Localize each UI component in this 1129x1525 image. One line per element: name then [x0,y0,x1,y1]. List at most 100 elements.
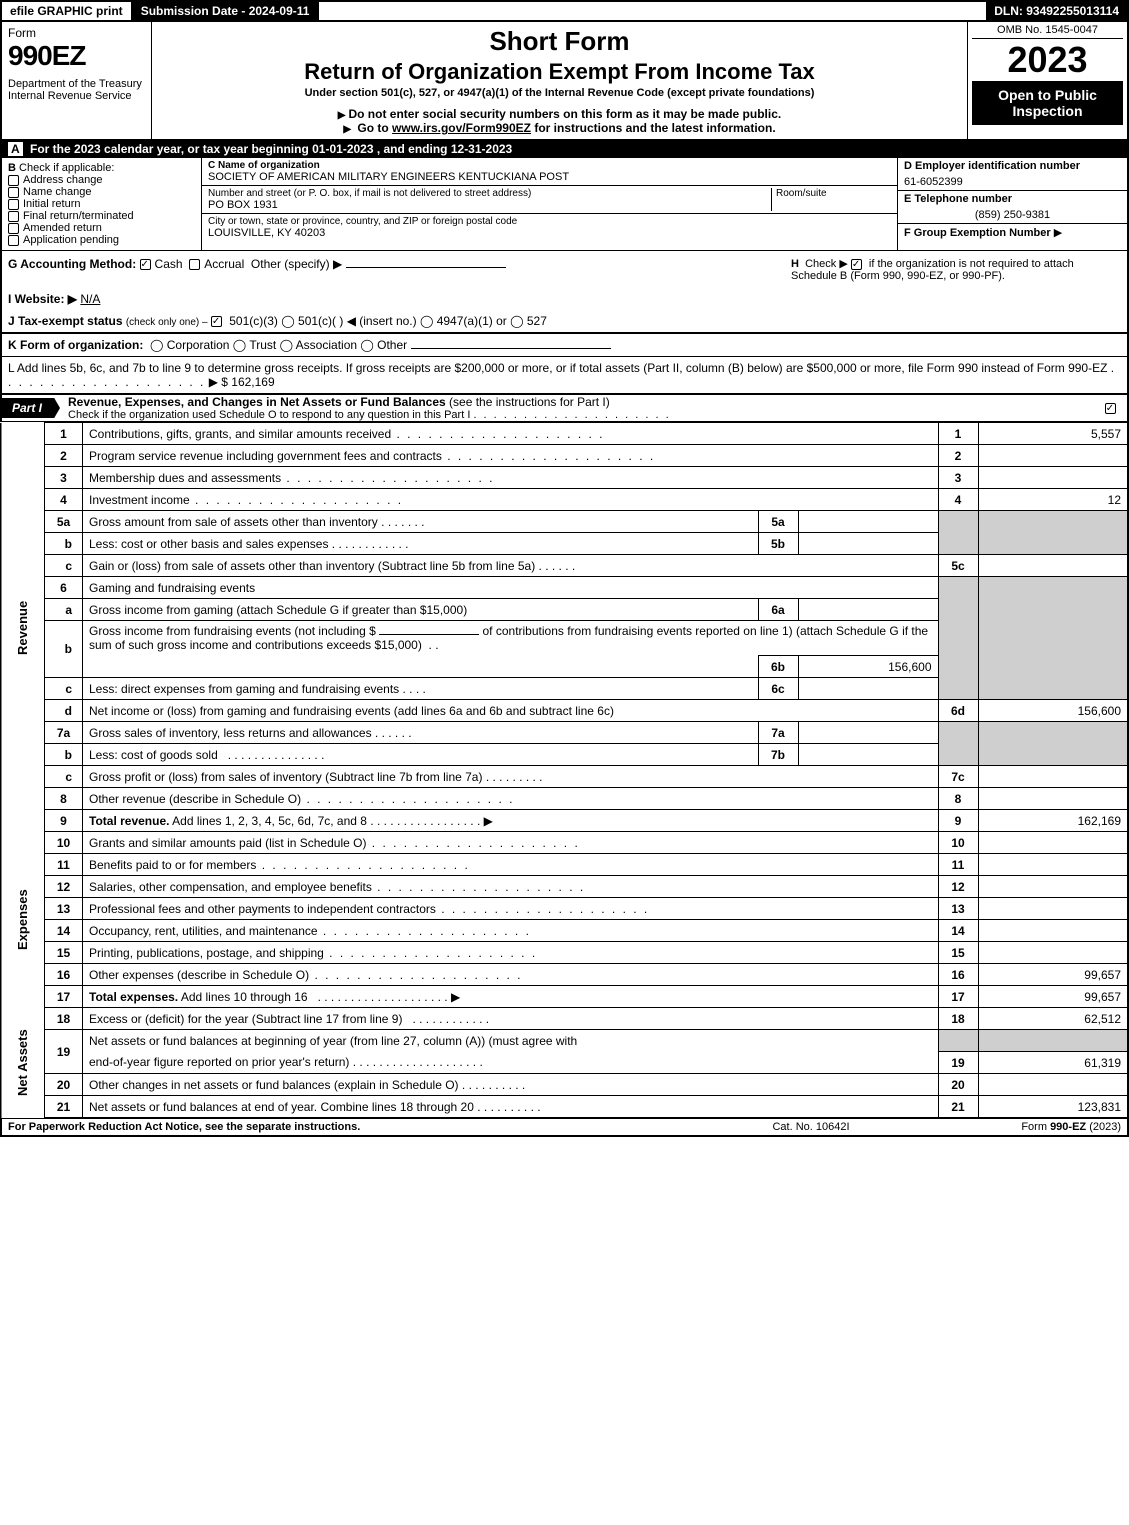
l2-v [978,445,1128,467]
k-other-line[interactable] [411,348,611,349]
l6b-n: b [45,621,83,678]
l16-n: 16 [45,964,83,986]
l1-n: 1 [45,423,83,445]
l7a-mv [798,722,938,744]
part-i-label: Part I [2,398,60,418]
l5b-d: Less: cost or other basis and sales expe… [89,537,328,551]
room-label: Room/suite [776,188,891,199]
l7b-n: b [45,744,83,766]
part-i-title-text: Revenue, Expenses, and Changes in Net As… [68,395,446,409]
b-title: Check if applicable: [19,162,114,174]
chk-initial[interactable] [8,199,19,210]
phone: (859) 250-9381 [898,207,1127,223]
part-i-dots [473,409,670,421]
l6d-v: 156,600 [978,700,1128,722]
l18-n: 18 [45,1008,83,1030]
g-other-line[interactable] [346,267,506,268]
l21-n: 21 [45,1096,83,1118]
l14-rn: 14 [938,920,978,942]
l3-v [978,467,1128,489]
l3-rn: 3 [938,467,978,489]
g-label: G Accounting Method: [8,257,136,271]
l8-v [978,788,1128,810]
col-b: B Check if applicable: Address change Na… [2,158,202,250]
l6c-d: Less: direct expenses from gaming and fu… [89,682,399,696]
submission-date: Submission Date - 2024-09-11 [133,2,320,20]
l17-v: 99,657 [978,986,1128,1008]
l7c-d: Gross profit or (loss) from sales of inv… [89,770,482,784]
l3-n: 3 [45,467,83,489]
l6a-n: a [45,599,83,621]
row-i: I Website: ▶ N/A [0,288,1129,310]
chk-name[interactable] [8,187,19,198]
row-j: J Tax-exempt status (check only one) – 5… [0,310,1129,333]
side-expenses: Expenses [1,832,45,1008]
l17-n: 17 [45,986,83,1008]
efile-label[interactable]: efile GRAPHIC print [2,2,133,20]
l5b-mn: 5b [758,533,798,555]
l13-rn: 13 [938,898,978,920]
irs-link[interactable]: www.irs.gov/Form990EZ [392,121,531,135]
l9-v: 162,169 [978,810,1128,832]
footer: For Paperwork Reduction Act Notice, see … [0,1118,1129,1137]
l6c-mn: 6c [758,678,798,700]
l8-rn: 8 [938,788,978,810]
l12-n: 12 [45,876,83,898]
chk-amended[interactable] [8,223,19,234]
chk-h[interactable] [851,259,862,270]
l11-v [978,854,1128,876]
l6-shade-v [978,577,1128,700]
c-name-label: C Name of organization [208,160,891,171]
l5b-n: b [45,533,83,555]
chk-501c3[interactable] [211,316,222,327]
chk-accrual[interactable] [189,259,200,270]
chk-pending[interactable] [8,235,19,246]
tax-year: 2023 [972,39,1123,81]
l14-v [978,920,1128,942]
l6-d: Gaming and fundraising events [83,577,939,599]
l5c-d: Gain or (loss) from sale of assets other… [89,559,535,573]
b-name: Name change [23,186,92,198]
k-opts: ◯ Corporation ◯ Trust ◯ Association ◯ Ot… [150,338,407,352]
l6a-mv [798,599,938,621]
l2-rn: 2 [938,445,978,467]
lines-table: Revenue 1 Contributions, gifts, grants, … [0,422,1129,1118]
l1-d: Contributions, gifts, grants, and simila… [89,427,391,441]
l5b-mv [798,533,938,555]
l6b-mn: 6b [758,656,798,678]
l21-rn: 21 [938,1096,978,1118]
l6-shade [938,577,978,700]
l14-n: 14 [45,920,83,942]
l5c-n: c [45,555,83,577]
l21-d: Net assets or fund balances at end of ye… [89,1100,474,1114]
chk-part-i[interactable] [1105,403,1116,414]
l7b-d: Less: cost of goods sold [89,748,218,762]
form-header: Form 990EZ Department of the Treasury In… [0,22,1129,140]
chk-address[interactable] [8,175,19,186]
l3-d: Membership dues and assessments [89,471,281,485]
part-i-checkline: Check if the organization used Schedule … [68,409,470,421]
chk-cash[interactable] [140,259,151,270]
l2-d: Program service revenue including govern… [89,449,442,463]
f-label: F Group Exemption Number ▶ [898,223,1127,241]
l6a-d: Gross income from gaming (attach Schedul… [83,599,759,621]
col-c: C Name of organization SOCIETY OF AMERIC… [202,158,897,250]
top-spacer [319,2,986,20]
c-street-label: Number and street (or P. O. box, if mail… [208,188,771,199]
l5ab-shade-v [978,511,1128,555]
l7c-n: c [45,766,83,788]
l16-rn: 16 [938,964,978,986]
g-accrual: Accrual [204,257,244,271]
l15-d: Printing, publications, postage, and shi… [89,946,324,960]
footer-center: Cat. No. 10642I [681,1121,941,1133]
l21-v: 123,831 [978,1096,1128,1118]
chk-final[interactable] [8,211,19,222]
l10-v [978,832,1128,854]
h-check: Check ▶ [805,258,848,270]
l5a-mn: 5a [758,511,798,533]
under-section: Under section 501(c), 527, or 4947(a)(1)… [162,87,957,99]
l1-rn: 1 [938,423,978,445]
form-word: Form [8,26,145,40]
side-netassets: Net Assets [1,1008,45,1118]
l6b-blank[interactable] [379,634,479,635]
